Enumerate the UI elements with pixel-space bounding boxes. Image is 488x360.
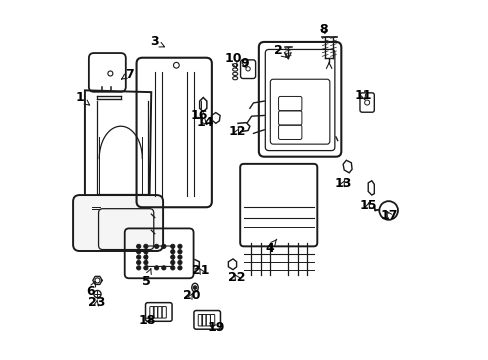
- Text: 20: 20: [183, 289, 200, 302]
- Text: 9: 9: [240, 57, 248, 70]
- Circle shape: [143, 260, 148, 265]
- Text: 13: 13: [334, 177, 351, 190]
- Text: 10: 10: [224, 52, 241, 68]
- Text: 18: 18: [138, 314, 155, 327]
- Circle shape: [143, 244, 148, 248]
- Circle shape: [170, 255, 175, 259]
- Text: 12: 12: [228, 125, 245, 138]
- Circle shape: [162, 244, 165, 248]
- Text: 3: 3: [149, 35, 164, 49]
- Text: 4: 4: [264, 239, 276, 255]
- Text: 14: 14: [196, 116, 213, 129]
- Circle shape: [154, 266, 159, 270]
- Text: 7: 7: [122, 68, 133, 81]
- Text: 21: 21: [192, 264, 209, 277]
- Text: 15: 15: [359, 199, 376, 212]
- Circle shape: [136, 260, 141, 265]
- Text: 1: 1: [75, 91, 89, 105]
- Circle shape: [154, 244, 159, 248]
- Text: 8: 8: [319, 23, 327, 36]
- Text: 17: 17: [380, 210, 398, 222]
- Circle shape: [162, 266, 165, 270]
- Circle shape: [170, 249, 175, 254]
- Text: 19: 19: [207, 321, 224, 334]
- Circle shape: [170, 244, 175, 248]
- Text: 16: 16: [191, 109, 208, 122]
- Circle shape: [178, 255, 182, 259]
- Text: 6: 6: [86, 282, 95, 298]
- Circle shape: [178, 260, 182, 265]
- Circle shape: [170, 266, 175, 270]
- Circle shape: [136, 266, 141, 270]
- Circle shape: [143, 255, 148, 259]
- Text: 23: 23: [88, 296, 105, 309]
- Circle shape: [170, 260, 175, 265]
- Circle shape: [178, 249, 182, 254]
- Text: 5: 5: [141, 269, 151, 288]
- Text: 11: 11: [354, 89, 371, 102]
- Circle shape: [178, 266, 182, 270]
- Circle shape: [143, 266, 148, 270]
- Circle shape: [178, 244, 182, 248]
- Text: 22: 22: [227, 271, 245, 284]
- Text: 2: 2: [274, 44, 286, 57]
- Circle shape: [136, 244, 141, 248]
- Circle shape: [136, 249, 141, 254]
- Circle shape: [193, 286, 196, 289]
- Circle shape: [136, 255, 141, 259]
- Circle shape: [143, 249, 148, 254]
- FancyBboxPatch shape: [73, 195, 163, 251]
